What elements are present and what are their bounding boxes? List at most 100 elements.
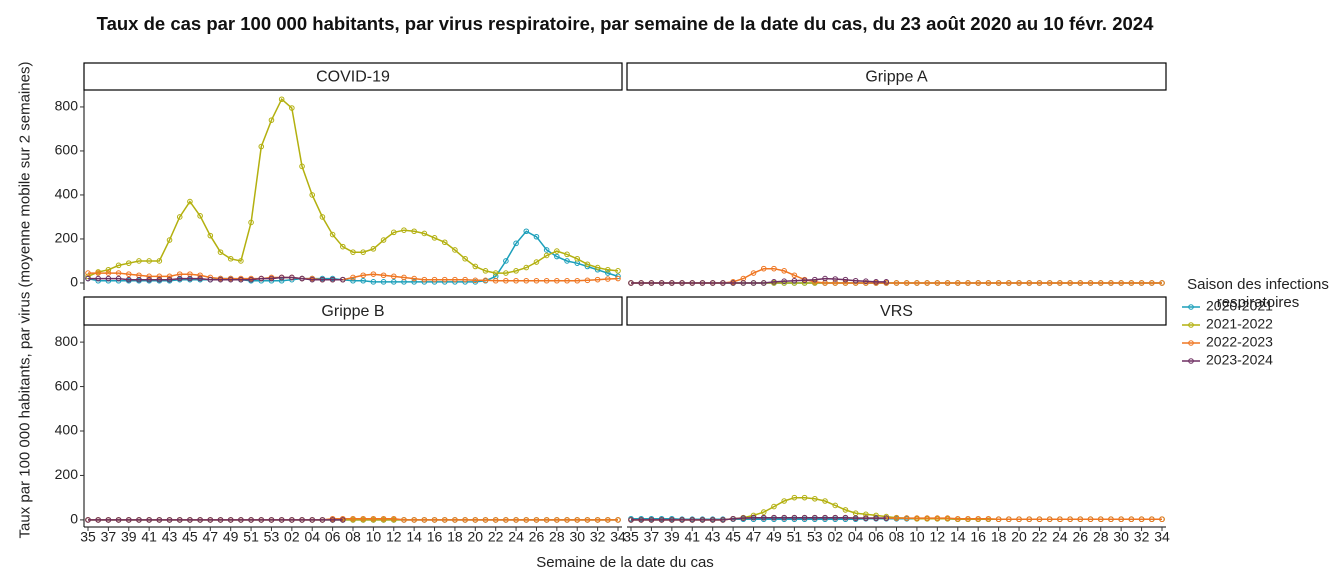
point <box>390 515 397 522</box>
x-tick-label: 22 <box>488 529 504 545</box>
legend-title: Saison des infections respiratoires <box>1187 276 1329 311</box>
point <box>370 246 377 252</box>
point <box>217 517 224 523</box>
point <box>822 275 828 282</box>
point <box>278 277 285 284</box>
point <box>605 517 611 523</box>
point <box>492 270 499 276</box>
point <box>832 514 839 521</box>
legend-marker <box>1188 322 1194 328</box>
point <box>390 229 397 236</box>
point <box>452 517 458 523</box>
x-tick-label: 26 <box>1073 529 1089 545</box>
point <box>411 279 417 285</box>
point <box>893 280 900 286</box>
point <box>401 517 407 523</box>
x-tick-label: 30 <box>1113 529 1129 545</box>
point <box>730 280 736 286</box>
point <box>679 280 685 286</box>
point <box>340 276 346 283</box>
x-tick-label: 16 <box>970 529 986 545</box>
point <box>648 280 655 286</box>
x-tick-label: 24 <box>508 529 524 545</box>
x-tick-label: 47 <box>203 529 219 545</box>
point <box>166 517 173 523</box>
x-tick-label: 10 <box>366 529 382 545</box>
point <box>944 280 951 286</box>
point <box>299 275 305 282</box>
point <box>554 277 560 284</box>
x-tick-label: 04 <box>304 529 320 545</box>
point <box>832 276 839 282</box>
point <box>842 507 849 513</box>
point <box>822 514 828 521</box>
x-tick-label: 02 <box>827 529 843 545</box>
point <box>523 228 530 235</box>
point <box>472 277 479 284</box>
y-tick-label: 600 <box>55 142 79 158</box>
point <box>709 517 716 523</box>
x-tick-label: 04 <box>848 529 864 545</box>
point <box>812 495 818 502</box>
point <box>883 279 890 285</box>
x-tick-label: 43 <box>162 529 178 545</box>
facet-title: VRS <box>880 303 913 320</box>
point <box>95 517 101 523</box>
point <box>176 275 183 282</box>
point <box>238 517 244 523</box>
point <box>699 280 706 286</box>
point <box>380 515 387 522</box>
point <box>1077 516 1084 523</box>
point <box>146 276 152 283</box>
point <box>197 213 203 219</box>
point <box>914 515 920 521</box>
point <box>340 517 346 523</box>
x-tick-label: 10 <box>909 529 925 545</box>
point <box>207 276 214 283</box>
point <box>85 270 91 276</box>
point <box>1036 280 1043 286</box>
point <box>543 517 550 523</box>
point <box>299 163 305 170</box>
x-tick-label: 37 <box>644 529 660 545</box>
point <box>482 268 489 274</box>
facet-strip <box>626 296 1167 326</box>
point <box>197 517 203 523</box>
point <box>1108 516 1114 523</box>
point <box>791 494 798 501</box>
point <box>750 270 757 276</box>
point <box>615 268 621 274</box>
y-tick-label: 0 <box>70 511 78 527</box>
series-line <box>631 277 887 284</box>
point <box>227 517 234 523</box>
point <box>238 276 244 283</box>
point <box>289 274 295 281</box>
point <box>329 517 336 523</box>
point <box>995 280 1002 286</box>
point <box>115 270 122 276</box>
point <box>914 280 920 286</box>
point <box>740 515 747 521</box>
point <box>934 515 941 521</box>
point <box>248 517 254 523</box>
point <box>431 235 438 241</box>
point <box>1138 280 1145 286</box>
x-tick-label: 18 <box>991 529 1007 545</box>
point <box>360 277 366 284</box>
point <box>852 277 859 284</box>
point <box>421 230 428 237</box>
point <box>1057 280 1063 286</box>
point <box>1159 280 1165 286</box>
point <box>176 214 183 220</box>
point <box>187 198 193 205</box>
x-tick-label: 20 <box>468 529 484 545</box>
x-tick-label: 34 <box>610 529 626 545</box>
point <box>584 277 591 284</box>
point <box>812 276 818 283</box>
point <box>268 275 275 282</box>
x-tick-label: 39 <box>664 529 680 545</box>
y-tick-label: 200 <box>55 466 79 482</box>
series-line <box>88 276 343 281</box>
x-tick-label: 51 <box>243 529 259 545</box>
point <box>658 280 665 286</box>
